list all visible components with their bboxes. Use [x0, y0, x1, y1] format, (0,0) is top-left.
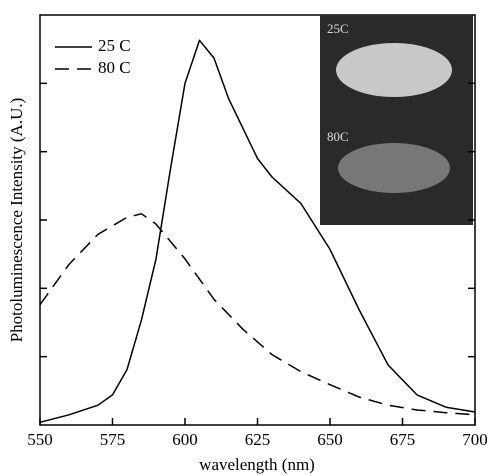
- legend-label: 80 C: [98, 58, 131, 77]
- inset-spot: [338, 143, 450, 193]
- legend-label: 25 C: [98, 36, 131, 55]
- x-tick-label: 675: [390, 430, 416, 449]
- inset-label: 80C: [327, 129, 349, 144]
- x-tick-label: 575: [100, 430, 126, 449]
- x-tick-label: 650: [317, 430, 343, 449]
- line-series: [39, 39, 476, 424]
- inset-photo: 25C 80C: [320, 15, 473, 225]
- x-tick-label: 700: [462, 430, 488, 449]
- line-series: [39, 213, 476, 416]
- x-axis-label: wavelength (nm): [199, 455, 315, 474]
- x-tick-label: 625: [245, 430, 271, 449]
- inset-spot: [336, 43, 452, 97]
- y-axis-label: Photoluminescence Intensity (A.U.): [7, 98, 26, 343]
- x-tick-label: 600: [172, 430, 198, 449]
- x-tick-label: 550: [27, 430, 53, 449]
- inset-label: 25C: [327, 21, 349, 36]
